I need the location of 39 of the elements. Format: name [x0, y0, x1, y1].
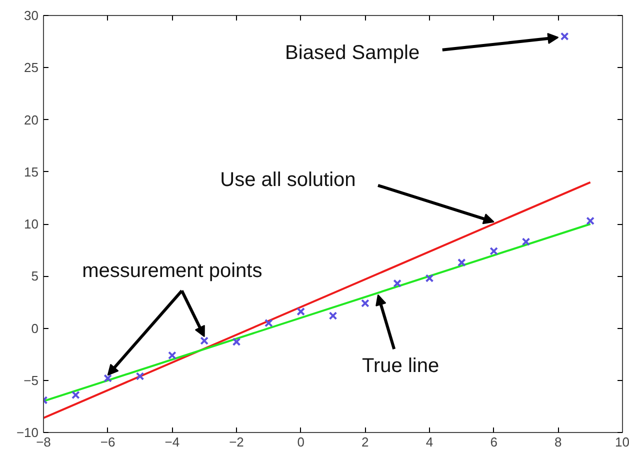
annotation: messurement points — [82, 260, 262, 282]
y-tick-label: 10 — [24, 216, 39, 232]
x-tick-label: −4 — [164, 434, 180, 450]
point — [522, 238, 530, 246]
y-tick-label: 25 — [24, 60, 39, 76]
y-tick-label: −5 — [24, 372, 39, 388]
y-tick-label: 15 — [24, 164, 39, 180]
point — [136, 372, 144, 380]
annotation: Biased Sample — [285, 42, 420, 64]
point — [425, 274, 434, 282]
point — [200, 336, 209, 345]
point — [457, 258, 466, 267]
y-tick-label: 30 — [24, 8, 39, 23]
point — [104, 374, 112, 382]
point — [232, 338, 241, 346]
y-tick-label: 20 — [24, 112, 39, 128]
point — [264, 318, 273, 328]
x-tick-label: 10 — [615, 434, 629, 450]
x-tick-label: 8 — [554, 434, 562, 450]
x-tick-label: −2 — [229, 434, 244, 450]
point — [168, 351, 176, 360]
x-tick-label: −6 — [100, 434, 116, 450]
x-tick-label: 4 — [426, 434, 434, 450]
point — [490, 246, 498, 256]
annotation: True line — [362, 354, 440, 377]
point — [360, 299, 370, 308]
point — [328, 312, 338, 320]
x-tick-label: 6 — [490, 434, 498, 450]
y-tick-label: 5 — [31, 268, 39, 284]
point — [586, 216, 595, 226]
x-tick-label: 0 — [297, 434, 304, 450]
y-tick-label: 0 — [31, 320, 39, 336]
x-tick-label: 2 — [362, 434, 369, 450]
annotation: Use all solution — [220, 169, 356, 192]
point — [71, 390, 80, 400]
point — [560, 32, 569, 41]
point — [393, 279, 402, 288]
y-tick-label: −10 — [16, 425, 39, 440]
point — [296, 307, 306, 316]
